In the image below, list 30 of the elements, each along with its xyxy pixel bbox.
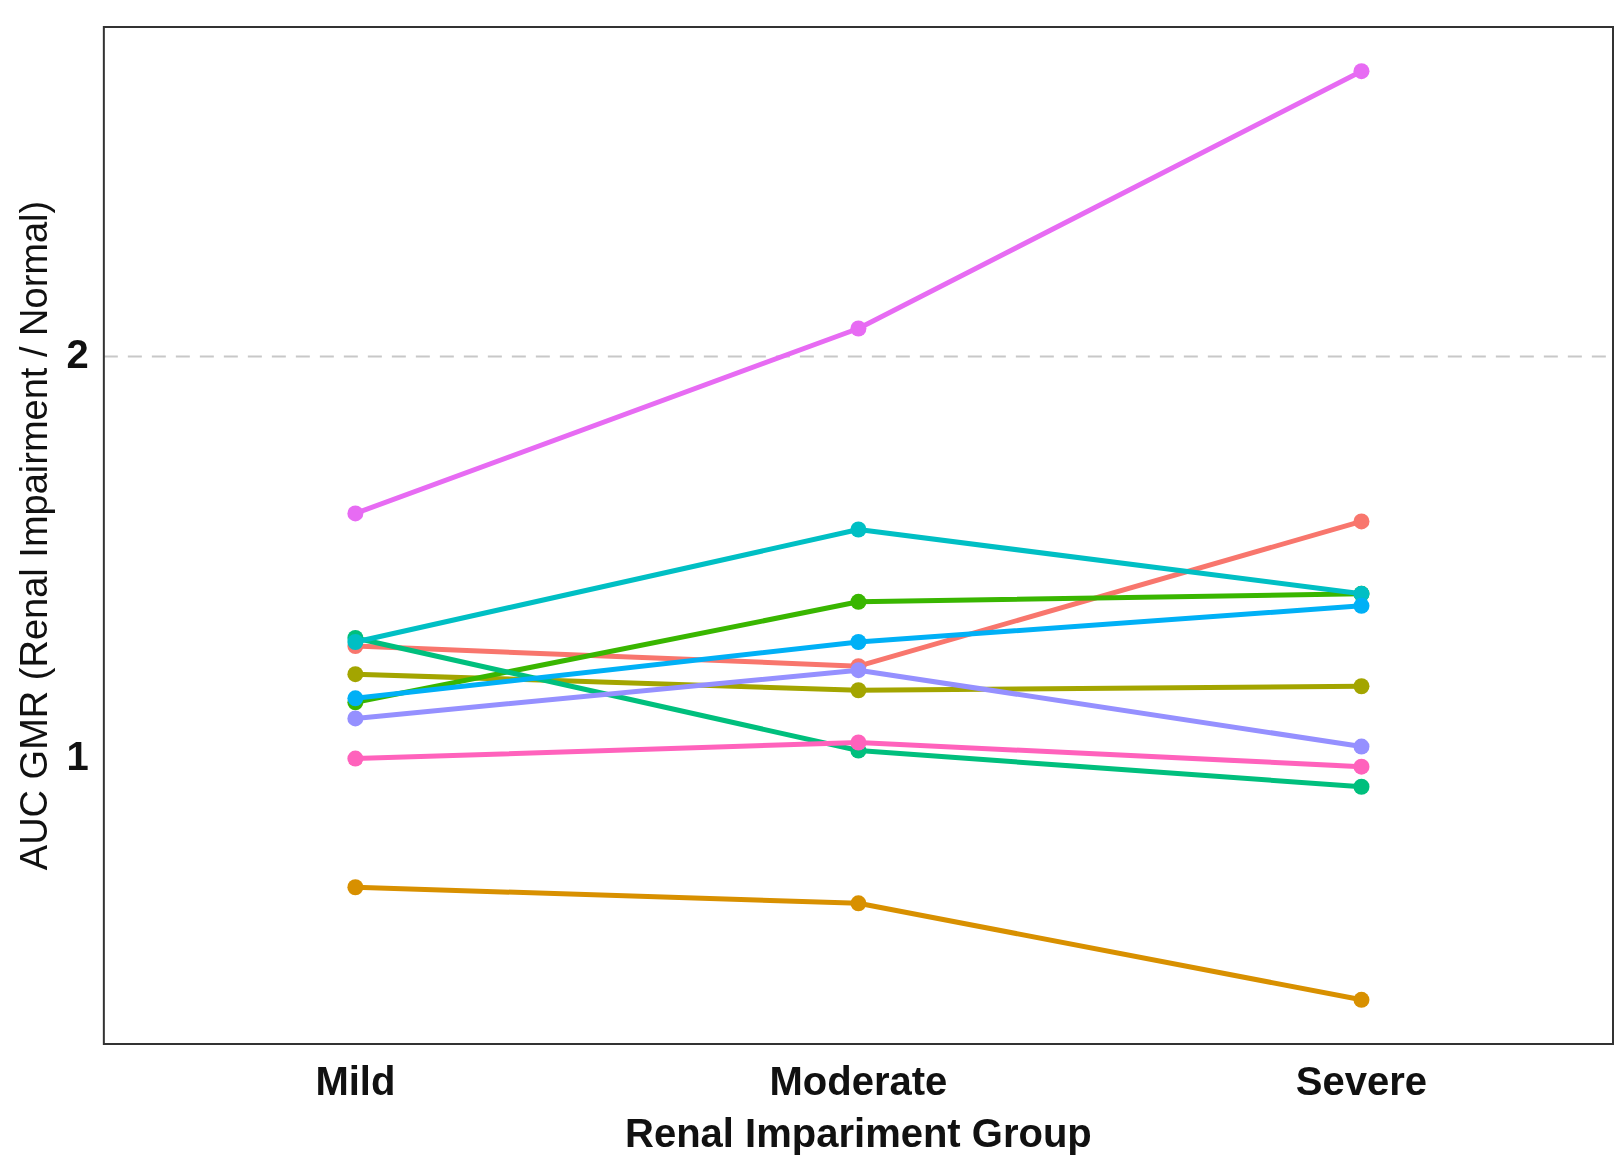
y-tick-label: 2 bbox=[66, 331, 89, 376]
point bbox=[1353, 991, 1370, 1008]
point bbox=[347, 690, 364, 707]
point bbox=[1353, 758, 1370, 775]
point bbox=[1353, 678, 1370, 695]
point bbox=[347, 634, 364, 651]
point bbox=[850, 521, 867, 538]
point bbox=[1353, 738, 1370, 755]
point bbox=[347, 879, 364, 896]
point bbox=[850, 593, 867, 610]
point bbox=[347, 505, 364, 522]
point bbox=[347, 666, 364, 683]
x-tick-label: Mild bbox=[315, 1059, 396, 1104]
point bbox=[850, 634, 867, 651]
point bbox=[850, 320, 867, 337]
point bbox=[850, 662, 867, 679]
point bbox=[347, 750, 364, 767]
point bbox=[1353, 63, 1370, 80]
y-axis-title: AUC GMR (Renal Impairment / Normal) bbox=[13, 200, 56, 871]
x-axis-title: Renal Impariment Group bbox=[625, 1111, 1092, 1156]
x-tick-label: Severe bbox=[1295, 1059, 1428, 1104]
point bbox=[850, 895, 867, 912]
point bbox=[1353, 778, 1370, 795]
y-tick-label: 1 bbox=[66, 733, 89, 778]
point bbox=[850, 734, 867, 751]
point bbox=[850, 682, 867, 699]
x-tick-label: Moderate bbox=[769, 1059, 948, 1104]
point bbox=[1353, 597, 1370, 614]
point bbox=[347, 710, 364, 727]
point bbox=[1353, 513, 1370, 530]
